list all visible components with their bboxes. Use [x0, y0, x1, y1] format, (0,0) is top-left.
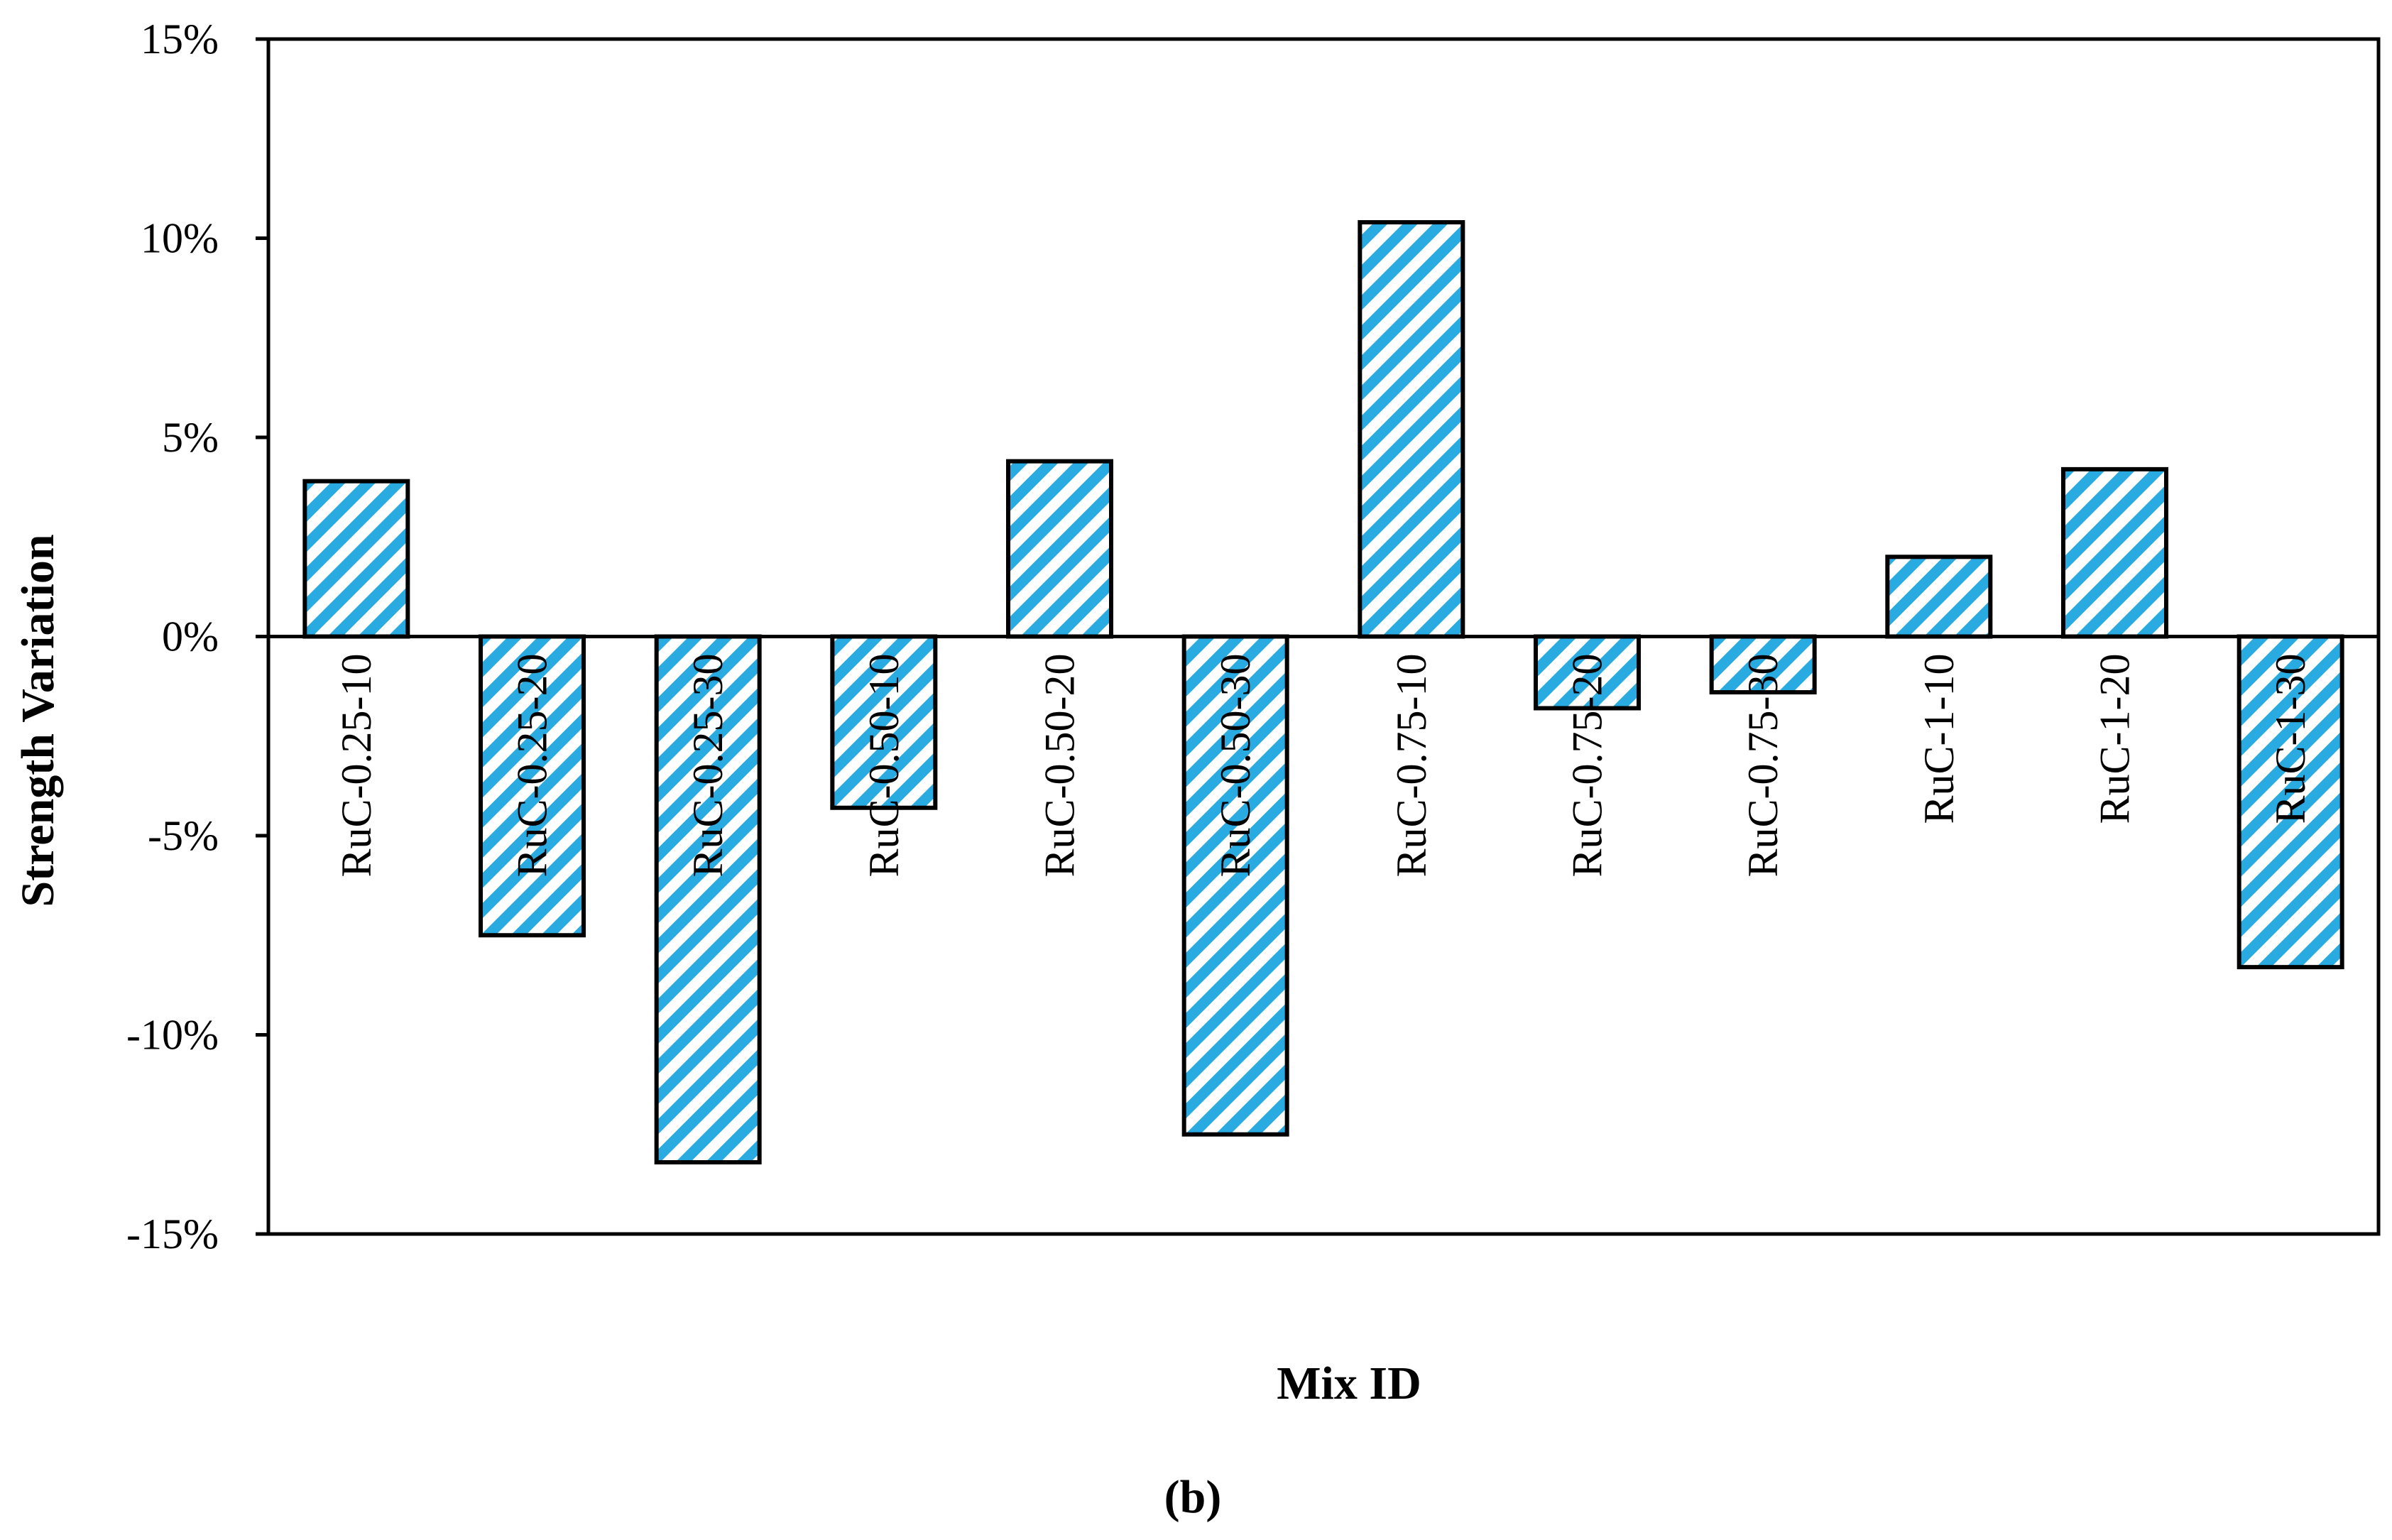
x-category-label: RuC-0.50-10 — [861, 654, 907, 878]
y-tick-label: 0% — [162, 613, 219, 660]
x-category-label: RuC-0.50-30 — [1212, 654, 1259, 878]
x-category-label: RuC-0.25-20 — [509, 654, 556, 878]
bar-ruc-1-10 — [1885, 555, 1993, 639]
x-category-label: RuC-1-20 — [2092, 654, 2139, 824]
x-category-label: RuC-0.75-20 — [1564, 654, 1611, 878]
x-category-label: RuC-0.75-10 — [1388, 654, 1435, 878]
y-tick-label: 10% — [141, 215, 219, 262]
bar-ruc-0-50-10 — [830, 634, 938, 810]
bar-ruc-0-25-10 — [302, 479, 410, 639]
bar-ruc-1-20 — [2061, 466, 2168, 639]
bar-ruc-0-75-30 — [1709, 634, 1817, 695]
figure-caption: (b) — [1164, 1471, 1222, 1523]
bar-ruc-0-75-10 — [1358, 220, 1465, 639]
y-tick-label: 15% — [141, 16, 219, 62]
bar-ruc-1-30 — [2237, 634, 2344, 970]
x-category-label: RuC-1-10 — [1916, 654, 1962, 824]
bar-ruc-0-50-30 — [1181, 634, 1289, 1137]
y-tick-label: 5% — [162, 414, 219, 461]
bar-ruc-0-25-20 — [479, 634, 586, 938]
bar-ruc-0-25-30 — [654, 634, 762, 1165]
x-category-label: RuC-0.25-10 — [333, 654, 380, 878]
x-axis-title: Mix ID — [1277, 1358, 1421, 1409]
x-category-label: RuC-1-30 — [2267, 654, 2314, 824]
bar-ruc-0-50-20 — [1006, 459, 1113, 639]
x-category-label: RuC-0.75-30 — [1740, 654, 1786, 878]
y-axis-title: Strength Variation — [12, 534, 64, 907]
x-category-label: RuC-0.50-20 — [1037, 654, 1083, 878]
y-tick-label: -15% — [126, 1211, 219, 1257]
x-category-label: RuC-0.25-30 — [684, 654, 731, 878]
y-tick-label: -5% — [148, 812, 219, 859]
y-tick-label: -10% — [126, 1012, 219, 1059]
